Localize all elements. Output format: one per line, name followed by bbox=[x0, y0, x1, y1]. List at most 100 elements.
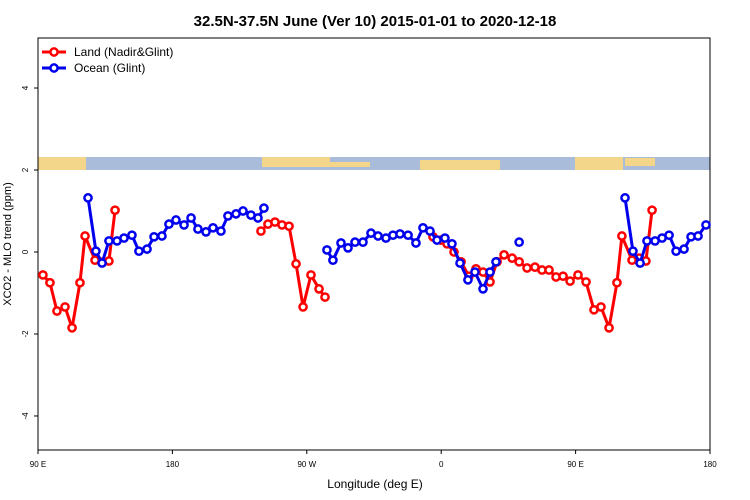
point bbox=[142, 244, 152, 254]
point bbox=[522, 263, 532, 273]
point bbox=[612, 277, 622, 288]
x-tick-label: 180 bbox=[166, 460, 180, 469]
point bbox=[514, 256, 525, 267]
point bbox=[284, 221, 294, 232]
point bbox=[314, 284, 324, 294]
y-tick-label: -4 bbox=[21, 412, 30, 420]
chart-title: 32.5N-37.5N June (Ver 10) 2015-01-01 to … bbox=[194, 13, 557, 30]
point bbox=[320, 292, 330, 302]
point bbox=[52, 306, 62, 316]
point bbox=[256, 226, 266, 236]
point bbox=[499, 250, 509, 260]
point bbox=[193, 224, 203, 234]
point bbox=[604, 322, 614, 333]
point bbox=[75, 277, 85, 288]
legend-marker bbox=[49, 47, 59, 57]
point bbox=[701, 220, 711, 230]
point bbox=[470, 267, 480, 277]
y-tick-label: 2 bbox=[21, 167, 30, 172]
point bbox=[411, 238, 421, 248]
point bbox=[67, 322, 77, 333]
point bbox=[171, 215, 181, 225]
point bbox=[83, 193, 93, 203]
point bbox=[507, 253, 517, 263]
point bbox=[164, 219, 174, 229]
point bbox=[647, 205, 657, 216]
point bbox=[104, 236, 114, 246]
point bbox=[91, 246, 101, 257]
point bbox=[432, 235, 442, 245]
legend-label: Ocean (Glint) bbox=[74, 61, 145, 75]
point bbox=[620, 193, 630, 203]
point bbox=[119, 233, 129, 243]
point bbox=[596, 302, 606, 312]
point bbox=[134, 246, 144, 257]
point bbox=[306, 270, 316, 280]
point bbox=[216, 226, 226, 236]
y-tick-label: 0 bbox=[21, 249, 30, 254]
point bbox=[291, 259, 301, 269]
point bbox=[322, 245, 332, 255]
point bbox=[514, 237, 525, 248]
point bbox=[259, 203, 269, 213]
point bbox=[179, 220, 189, 230]
legend-label: Land (Nadir&Glint) bbox=[74, 45, 173, 59]
point bbox=[328, 255, 338, 266]
point bbox=[157, 231, 167, 241]
point bbox=[642, 236, 652, 246]
point bbox=[223, 211, 233, 221]
point bbox=[208, 222, 218, 233]
point bbox=[350, 237, 360, 248]
point bbox=[440, 233, 450, 243]
x-tick-label: 180 bbox=[703, 460, 717, 469]
point bbox=[80, 231, 90, 241]
x-tick-label: 90 E bbox=[567, 460, 583, 469]
point bbox=[97, 258, 107, 268]
legend: Land (Nadir&Glint) Ocean (Glint) bbox=[42, 45, 173, 75]
x-tick-label: 90 W bbox=[297, 460, 316, 469]
point bbox=[253, 213, 263, 223]
point bbox=[679, 244, 689, 254]
point bbox=[373, 231, 383, 241]
point bbox=[664, 230, 674, 241]
point bbox=[127, 230, 137, 241]
x-axis-label: Longitude (deg E) bbox=[327, 477, 422, 491]
point bbox=[60, 302, 70, 312]
y-tick-label: 4 bbox=[21, 85, 30, 90]
point bbox=[463, 275, 473, 285]
point bbox=[478, 284, 488, 294]
point bbox=[635, 258, 645, 268]
point bbox=[238, 206, 248, 216]
x-tick-label: 90 E bbox=[30, 460, 46, 469]
point bbox=[149, 231, 159, 242]
point bbox=[201, 227, 211, 237]
point bbox=[628, 246, 638, 257]
point bbox=[38, 270, 48, 280]
point bbox=[693, 231, 703, 241]
point bbox=[573, 270, 583, 280]
point bbox=[298, 302, 308, 312]
point bbox=[544, 265, 554, 275]
point bbox=[491, 256, 501, 267]
plot-frame bbox=[37, 37, 711, 451]
point bbox=[558, 271, 568, 282]
point bbox=[186, 213, 196, 223]
point bbox=[671, 246, 681, 257]
point bbox=[45, 277, 55, 288]
point bbox=[395, 229, 405, 239]
point bbox=[358, 237, 368, 248]
point bbox=[336, 238, 346, 248]
point bbox=[455, 258, 465, 268]
point bbox=[425, 226, 435, 236]
point bbox=[581, 277, 591, 287]
point bbox=[343, 243, 353, 253]
point bbox=[110, 205, 120, 216]
x-tick-label: 0 bbox=[439, 460, 444, 469]
map-strip bbox=[38, 157, 710, 170]
point bbox=[617, 231, 627, 241]
point bbox=[565, 276, 575, 286]
y-tick-label: -2 bbox=[21, 330, 30, 338]
point bbox=[403, 230, 413, 241]
legend-marker bbox=[49, 63, 59, 73]
